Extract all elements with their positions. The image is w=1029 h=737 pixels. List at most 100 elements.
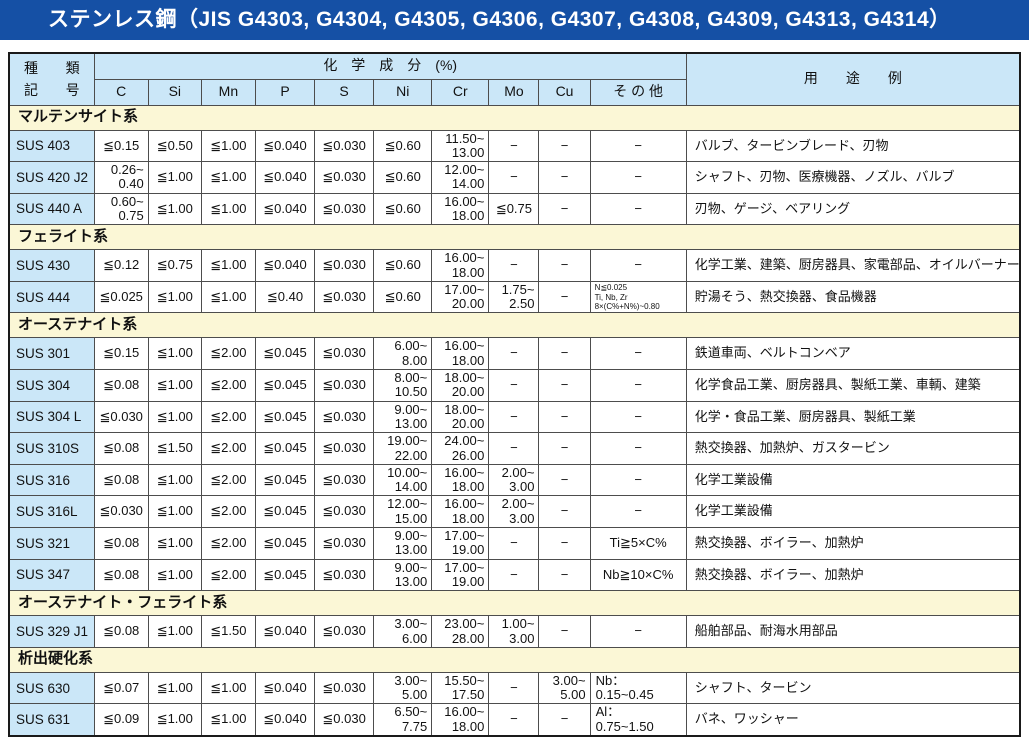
cr-cell: 18.00~ 20.00: [431, 369, 490, 402]
code-cell: SUS 316: [8, 463, 95, 497]
ni-cell: ≦0.60: [373, 280, 433, 314]
s-cell: ≦0.030: [314, 161, 375, 194]
page-title: ステンレス鋼（JIS G4303, G4304, G4305, G4306, G…: [0, 0, 1029, 40]
table-body: マルテンサイト系 SUS 403 ≦0.15 ≦0.50 ≦1.00 ≦0.040 ≦0.0…: [8, 104, 1021, 737]
usage-cell: 鉄道車両、ベルトコンベア: [685, 337, 1021, 371]
s-cell: ≦0.030: [314, 527, 375, 560]
s-cell: ≦0.030: [314, 703, 375, 737]
cu-cell: −: [538, 432, 591, 465]
mn-cell: ≦2.00: [200, 337, 256, 371]
section-header-row: フェライト系: [8, 224, 1021, 251]
mo-cell: −: [488, 527, 540, 560]
c-cell: ≦0.07: [93, 671, 149, 705]
usage-cell: 化学食品工業、厨房器具、製紙工業、車輌、建築: [685, 369, 1021, 402]
cu-cell: −: [538, 129, 591, 163]
cu-cell: −: [538, 249, 591, 282]
other-cell: −: [589, 495, 687, 529]
code-char: 号: [65, 82, 80, 99]
ni-cell: ≦0.60: [373, 192, 433, 226]
cu-cell: −: [538, 192, 591, 226]
si-cell: ≦1.00: [147, 671, 202, 705]
c-cell: ≦0.15: [93, 337, 149, 371]
cr-cell: 16.00~ 18.00: [431, 249, 490, 282]
cu-cell: −: [538, 558, 591, 592]
mn-cell: ≦2.00: [200, 369, 256, 402]
chemical-composition-header: 化 学 成 分 (%): [93, 52, 687, 80]
table-header: 種類 記号 化 学 成 分 (%) 用 途 例 C Si Mn P S Ni C…: [8, 52, 1021, 106]
si-cell: ≦1.00: [147, 527, 202, 560]
mo-cell: −: [488, 432, 540, 465]
mn-cell: ≦1.00: [200, 280, 256, 314]
table-row: SUS 329 J1 ≦0.08 ≦1.00 ≦1.50 ≦0.040 ≦0.030 3.0…: [8, 615, 1021, 648]
section-header-row: マルテンサイト系: [8, 104, 1021, 131]
usage-cell: 熱交換器、ボイラー、加熱炉: [685, 558, 1021, 592]
p-cell: ≦0.045: [254, 337, 316, 371]
cr-cell: 17.00~ 19.00: [431, 558, 490, 592]
other-cell: −: [589, 615, 687, 648]
p-cell: ≦0.40: [254, 280, 316, 314]
header-row-elements: C Si Mn P S Ni Cr Mo Cu そ の 他: [9, 78, 1020, 106]
section-title: フェライト系: [8, 224, 1021, 251]
code-cell: SUS 304 L: [8, 400, 95, 434]
code-cell: SUS 301: [8, 337, 95, 371]
section-title: オーステナイト系: [8, 312, 1021, 339]
s-cell: ≦0.030: [314, 432, 375, 465]
element-header-other: そ の 他: [589, 78, 687, 106]
cr-cell: 15.50~ 17.50: [431, 671, 490, 705]
other-cell: Nb≧10×C%: [589, 558, 687, 592]
kind-label: 種類: [24, 57, 80, 79]
p-cell: ≦0.040: [254, 249, 316, 282]
other-cell: −: [589, 400, 687, 434]
usage-cell: バネ、ワッシャー: [685, 703, 1021, 737]
p-cell: ≦0.040: [254, 161, 316, 194]
code-cell: SUS 630: [8, 671, 95, 705]
cu-cell: −: [538, 703, 591, 737]
ni-cell: 10.00~ 14.00: [373, 463, 433, 497]
table-row: SUS 321 ≦0.08 ≦1.00 ≦2.00 ≦0.045 ≦0.030 9.00~ …: [8, 527, 1021, 560]
ni-cell: 19.00~ 22.00: [373, 432, 433, 465]
code-cell: SUS 316L: [8, 495, 95, 529]
mo-cell: −: [488, 337, 540, 371]
ni-cell: 3.00~ 6.00: [373, 615, 433, 648]
si-cell: ≦1.00: [147, 703, 202, 737]
mo-cell: −: [488, 129, 540, 163]
cu-cell: −: [538, 463, 591, 497]
element-header-cr: Cr: [431, 78, 490, 106]
s-cell: ≦0.030: [314, 495, 375, 529]
code-cell: SUS 444: [8, 280, 95, 314]
table-row: SUS 440 A 0.60~ 0.75 ≦1.00 ≦1.00 ≦0.040 ≦0.03…: [8, 192, 1021, 226]
ni-cell: 9.00~ 13.00: [373, 400, 433, 434]
mn-cell: ≦2.00: [200, 527, 256, 560]
si-cell: ≦1.00: [147, 558, 202, 592]
usage-cell: 化学工業設備: [685, 495, 1021, 529]
other-cell: N≦0.025 Ti, Nb, Zr 8×(C%+N%)~0.80: [589, 280, 687, 314]
usage-cell: 船舶部品、耐海水用部品: [685, 615, 1021, 648]
ni-cell: 9.00~ 13.00: [373, 527, 433, 560]
section-header-row: オーステナイト系: [8, 312, 1021, 339]
ni-cell: ≦0.60: [373, 129, 433, 163]
c-cell: ≦0.08: [93, 558, 149, 592]
element-header-p: P: [254, 78, 316, 106]
p-cell: ≦0.040: [254, 129, 316, 163]
cu-cell: −: [538, 495, 591, 529]
kind-char: 類: [65, 59, 80, 76]
mn-cell: ≦1.00: [200, 129, 256, 163]
c-cell: ≦0.09: [93, 703, 149, 737]
usage-cell: 化学・食品工業、厨房器具、製紙工業: [685, 400, 1021, 434]
cr-cell: 17.00~ 19.00: [431, 527, 490, 560]
mo-cell: ≦0.75: [488, 192, 540, 226]
cu-cell: −: [538, 161, 591, 194]
p-cell: ≦0.040: [254, 615, 316, 648]
code-cell: SUS 430: [8, 249, 95, 282]
c-cell: ≦0.15: [93, 129, 149, 163]
mo-cell: −: [488, 703, 540, 737]
s-cell: ≦0.030: [314, 400, 375, 434]
element-header-s: S: [314, 78, 375, 106]
ni-cell: ≦0.60: [373, 249, 433, 282]
kind-char: 種: [24, 59, 38, 76]
mn-cell: ≦1.00: [200, 703, 256, 737]
element-header-c: C: [93, 78, 149, 106]
mn-cell: ≦1.00: [200, 249, 256, 282]
stainless-steel-table: 種類 記号 化 学 成 分 (%) 用 途 例 C Si Mn P S Ni C…: [8, 52, 1021, 737]
table-row: SUS 420 J2 0.26~ 0.40 ≦1.00 ≦1.00 ≦0.040 ≦0.0…: [8, 161, 1021, 194]
